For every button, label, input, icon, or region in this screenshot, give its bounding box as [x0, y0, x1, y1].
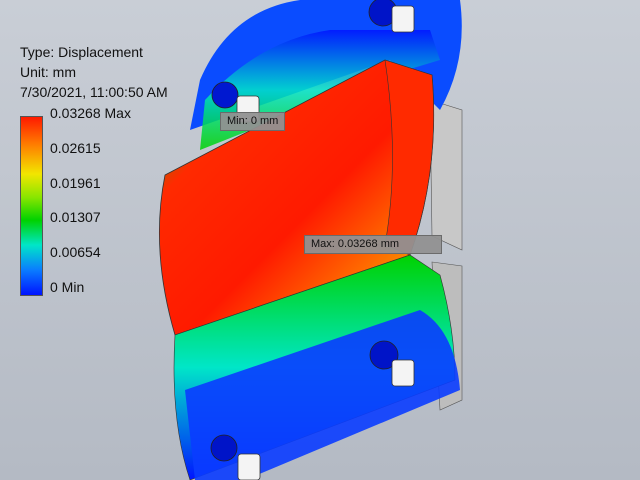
- result-type: Type: Displacement: [20, 44, 143, 60]
- main-face-right: [384, 59, 434, 256]
- result-unit: Unit: mm: [20, 64, 76, 80]
- max-probe-label[interactable]: Max: 0.03268 mm: [304, 235, 442, 254]
- result-timestamp: 7/30/2021, 11:00:50 AM: [20, 84, 168, 100]
- side-face-upper: [429, 99, 463, 251]
- bolt-hole: [211, 81, 239, 109]
- legend-label-5: 0.00654: [50, 244, 101, 260]
- legend-label-3: 0.01961: [50, 175, 101, 191]
- min-probe-label[interactable]: Min: 0 mm: [220, 112, 286, 131]
- color-legend-bar: [20, 116, 43, 296]
- bolt-hole: [369, 340, 399, 370]
- legend-label-max: 0.03268 Max: [50, 105, 131, 121]
- bolt-hole: [210, 434, 238, 462]
- legend-label-2: 0.02615: [50, 140, 101, 156]
- legend-label-min: 0 Min: [50, 279, 85, 295]
- legend-label-4: 0.01307: [50, 209, 101, 225]
